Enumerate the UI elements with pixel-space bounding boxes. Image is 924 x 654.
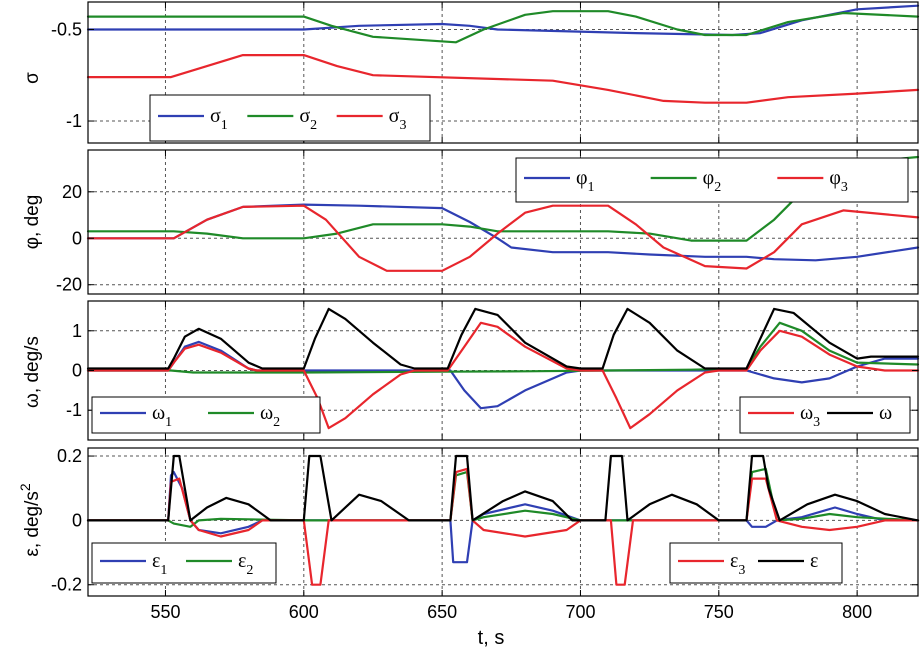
x-axis-label: t, s (478, 627, 505, 649)
x-tick-label: 750 (704, 602, 734, 622)
legend-label: σ3 (389, 105, 407, 133)
legend-label: σ1 (210, 105, 228, 133)
phi-series-2 (86, 155, 920, 242)
legend-phi-top-right: φ1 φ2 φ3 (515, 157, 909, 203)
x-tick-label: 550 (150, 602, 180, 622)
x-tick-label: 800 (842, 602, 872, 622)
y-tick-label: 0.2 (57, 446, 82, 466)
legend-label: φ1 (576, 167, 595, 195)
legend-label: ε (810, 550, 818, 572)
sigma-series-3 (86, 54, 920, 104)
legend-label: φ2 (703, 167, 722, 195)
legend-label: ω2 (260, 402, 280, 430)
y-tick-label: 0 (72, 361, 82, 381)
epsilon-series-4 (86, 454, 920, 522)
legend-box (91, 542, 277, 584)
legend-label: ω1 (152, 402, 172, 430)
omega-series-1 (86, 340, 920, 410)
legend-label: ε3 (730, 550, 745, 578)
axes-frame-sigma (87, 1, 919, 144)
phi-series-3 (86, 204, 920, 272)
legend-label: φ3 (829, 167, 848, 195)
panel-omega: ω, deg/s 1 0 -1 ω1 ω2 ω3 ω (22, 300, 920, 441)
x-tick-label: 600 (289, 602, 319, 622)
panel-phi: φ, deg 20 0 -20 φ1 φ2 φ3 (22, 149, 920, 295)
legend-box (669, 542, 843, 584)
y-tick-label: -0.5 (51, 19, 82, 39)
legend-label: ε2 (238, 550, 253, 578)
epsilon-series-2 (86, 467, 920, 528)
y-tick-label: 1 (72, 321, 82, 341)
legend-sigma-bottom-left: σ1 σ2 σ3 (149, 94, 431, 142)
legend-omega-bottom-left: ω1 ω2 (91, 396, 321, 434)
legend-box (515, 157, 909, 203)
legend-box (91, 396, 321, 434)
sigma-series-2 (86, 10, 920, 44)
omega-series-3 (86, 321, 920, 430)
axes-frame-epsilon (87, 447, 919, 597)
ylabel-epsilon-sup: 2 (17, 483, 33, 491)
ylabel-epsilon-base: ε, deg/s (22, 491, 43, 557)
y-tick-label: 0 (72, 510, 82, 530)
y-tick-label: -0.2 (51, 575, 82, 595)
ylabel-omega: ω, deg/s (22, 336, 43, 408)
omega-series-4 (86, 307, 920, 370)
legend-label: σ2 (299, 105, 317, 133)
ylabel-phi: φ, deg (22, 195, 43, 250)
x-tick-label: 700 (565, 602, 595, 622)
ylabel-sigma: σ (22, 72, 43, 84)
panel-sigma: σ -0.5 -1 σ1 σ2 σ3 (22, 1, 920, 144)
y-tick-label: -1 (66, 400, 82, 420)
legend-label: ω3 (800, 402, 820, 430)
legend-box (739, 396, 911, 434)
y-tick-label: -20 (56, 275, 82, 295)
axes-frame-phi (87, 149, 919, 295)
x-tick-label: 650 (427, 602, 457, 622)
legend-epsilon-bottom-left: ε1 ε2 (91, 542, 277, 584)
omega-series-2 (86, 321, 920, 374)
legend-label: ω (879, 402, 892, 424)
legend-epsilon-bottom-right: ε3 ε (669, 542, 843, 584)
legend-omega-bottom-right: ω3 ω (739, 396, 911, 434)
ylabel-epsilon: ε, deg/s2 (17, 483, 43, 557)
legend-label: ε1 (152, 550, 167, 578)
y-tick-label: -1 (66, 111, 82, 131)
legend-box (149, 94, 431, 142)
y-tick-label: 20 (62, 182, 82, 202)
y-tick-label: 0 (72, 228, 82, 248)
